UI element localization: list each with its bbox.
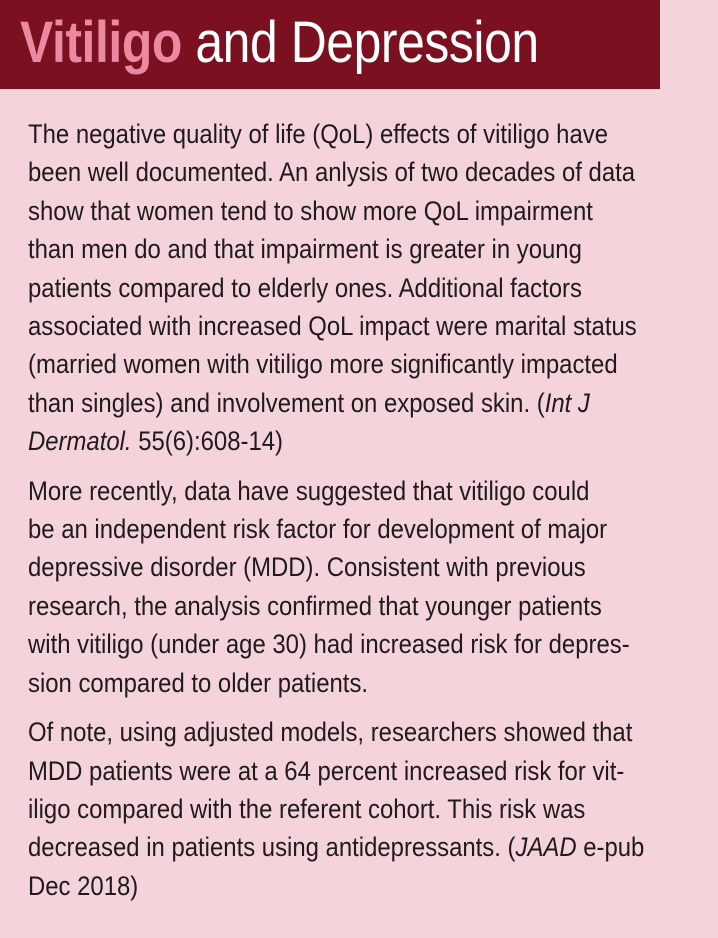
citation-italic: Int J <box>544 387 590 418</box>
text-segment: decreased in patients using antidepressa… <box>28 832 516 863</box>
text-line: (married women with vitiligo more signif… <box>28 345 683 383</box>
text-line: been well documented. An anlysis of two … <box>28 153 683 191</box>
text-line: iligo compared with the referent cohort.… <box>28 790 683 828</box>
text-line: than men do and that impairment is great… <box>28 230 683 268</box>
text-segment: been well documented. An anlysis of two … <box>28 157 636 188</box>
paragraph: More recently, data have suggested that … <box>28 472 683 702</box>
text-line: MDD patients were at a 64 percent increa… <box>28 752 683 790</box>
text-segment: iligo compared with the referent cohort.… <box>28 793 586 824</box>
paragraph: Of note, using adjusted models, research… <box>28 713 683 905</box>
text-line: research, the analysis confirmed that yo… <box>28 587 683 625</box>
text-segment: patients compared to elderly ones. Addit… <box>28 272 582 303</box>
text-segment: sion compared to older patients. <box>28 667 369 698</box>
text-line: than singles) and involvement on exposed… <box>28 384 683 422</box>
text-segment: research, the analysis confirmed that yo… <box>28 590 602 621</box>
text-segment: (married women with vitiligo more signif… <box>28 349 618 380</box>
text-segment: Of note, using adjusted models, research… <box>28 717 633 748</box>
text-segment: show that women tend to show more QoL im… <box>28 195 593 226</box>
citation-italic: JAAD <box>515 832 577 863</box>
text-line: Dec 2018) <box>28 867 683 905</box>
text-segment: The negative quality of life (QoL) effec… <box>28 119 608 149</box>
text-line: be an independent risk factor for develo… <box>28 510 683 548</box>
text-segment: than men do and that impairment is great… <box>28 234 582 265</box>
text-segment: More recently, data have suggested that … <box>28 475 590 506</box>
text-line: patients compared to elderly ones. Addit… <box>28 269 683 307</box>
text-segment: than singles) and involvement on exposed… <box>28 387 545 418</box>
text-line: show that women tend to show more QoL im… <box>28 192 683 230</box>
text-segment: Dec 2018) <box>28 870 139 901</box>
paragraph: The negative quality of life (QoL) effec… <box>28 115 683 461</box>
title-bar: Vitiligo and Depression <box>0 0 660 89</box>
text-line: More recently, data have suggested that … <box>28 472 683 510</box>
article-body: The negative quality of life (QoL) effec… <box>28 115 683 916</box>
text-line: depressive disorder (MDD). Consistent wi… <box>28 548 683 586</box>
text-segment: associated with increased QoL impact wer… <box>28 311 637 342</box>
text-segment: with vitiligo (under age 30) had increas… <box>28 629 630 660</box>
text-line: decreased in patients using antidepressa… <box>28 828 683 866</box>
text-line: sion compared to older patients. <box>28 664 683 702</box>
text-line: Of note, using adjusted models, research… <box>28 713 683 751</box>
text-segment: e-pub <box>576 832 645 863</box>
text-segment: depressive disorder (MDD). Consistent wi… <box>28 552 586 583</box>
text-line: associated with increased QoL impact wer… <box>28 307 683 345</box>
title-accent-word: Vitiligo <box>20 10 182 75</box>
title-rest: and Depression <box>181 10 539 75</box>
text-segment: MDD patients were at a 64 percent increa… <box>28 755 625 786</box>
citation-italic: Dermatol. <box>28 426 132 457</box>
text-line: The negative quality of life (QoL) effec… <box>28 115 683 153</box>
sidebar-title: Vitiligo and Depression <box>20 6 539 80</box>
text-line: Dermatol. 55(6):608-14) <box>28 422 683 460</box>
text-line: with vitiligo (under age 30) had increas… <box>28 625 683 663</box>
text-segment: 55(6):608-14) <box>131 426 284 457</box>
text-segment: be an independent risk factor for develo… <box>28 514 608 545</box>
